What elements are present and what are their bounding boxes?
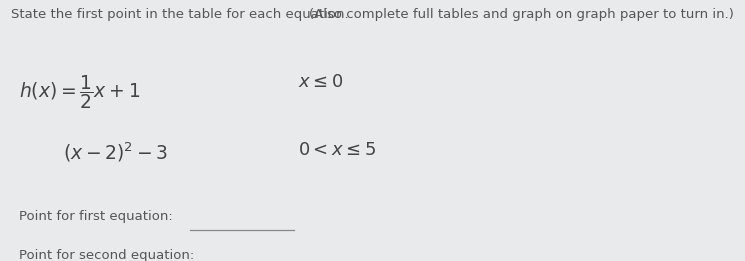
Text: (Also complete full tables and graph on graph paper to turn in.): (Also complete full tables and graph on … — [309, 8, 734, 21]
Text: Point for first equation:: Point for first equation: — [19, 210, 172, 223]
Text: State the first point in the table for each equation.: State the first point in the table for e… — [11, 8, 349, 21]
Text: $(x-2)^2 - 3$: $(x-2)^2 - 3$ — [63, 141, 168, 164]
Text: $x \leq 0$: $x \leq 0$ — [298, 73, 343, 91]
Text: $0 < x \leq 5$: $0 < x \leq 5$ — [298, 141, 376, 159]
Text: Point for second equation:: Point for second equation: — [19, 249, 194, 261]
Text: $h\left(x\right) = \dfrac{1}{2}x + 1$: $h\left(x\right) = \dfrac{1}{2}x + 1$ — [19, 73, 140, 111]
